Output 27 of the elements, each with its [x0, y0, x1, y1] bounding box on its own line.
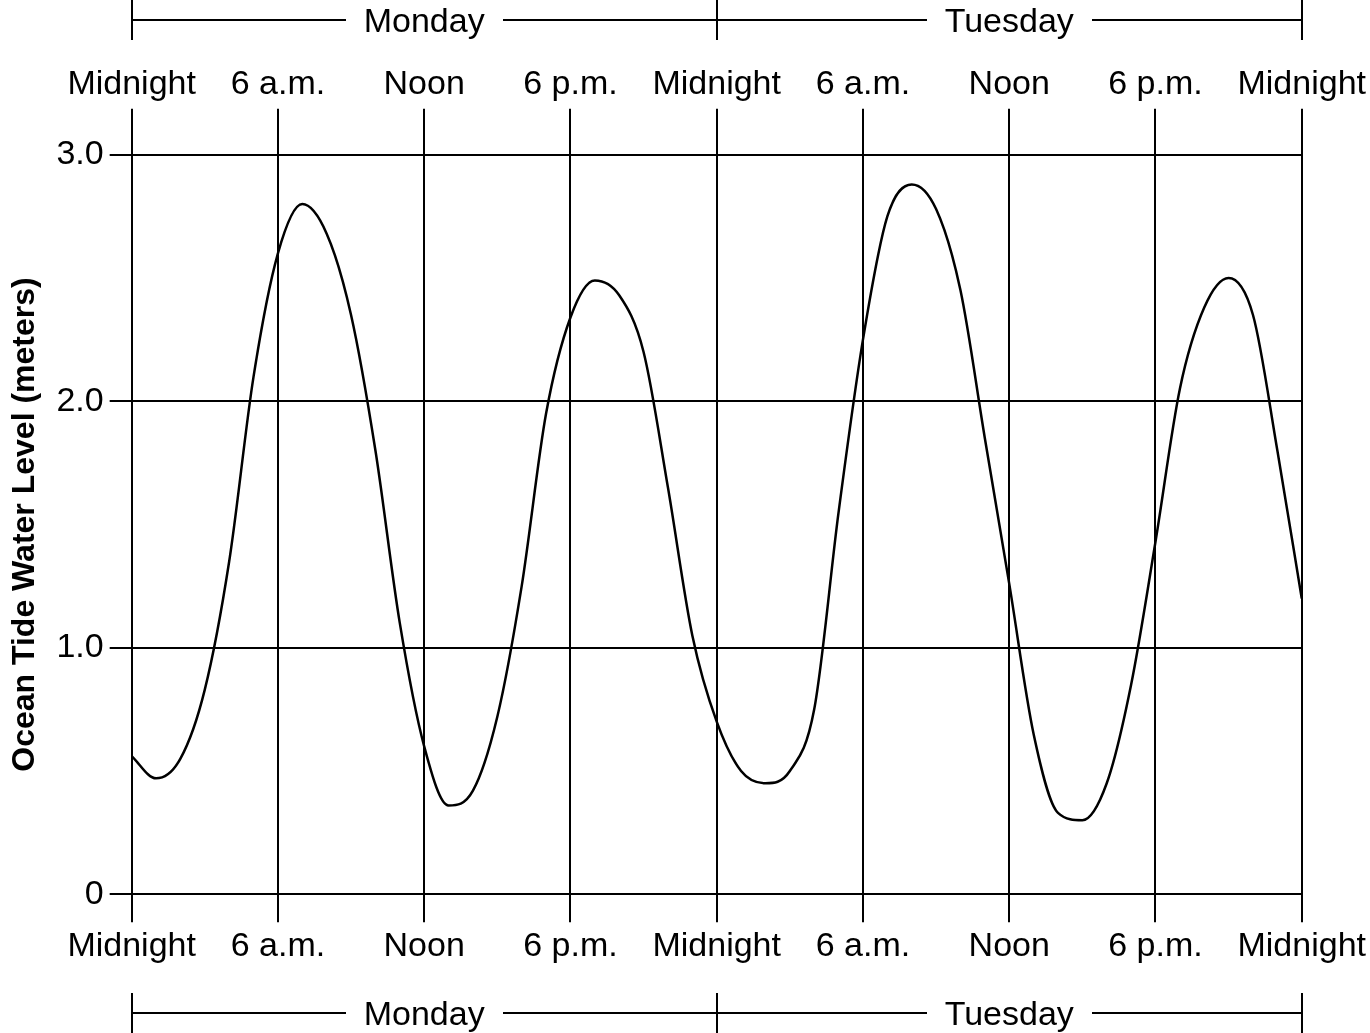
- category-label: Noon: [968, 62, 1050, 101]
- y-tick-label: 2.0: [56, 379, 104, 418]
- span-bracket: Tuesday: [715, 993, 1303, 1033]
- x-tick-label: Noon: [968, 924, 1050, 963]
- x-tick-label: 6 p.m.: [1108, 924, 1203, 963]
- category-label: Midnight: [652, 62, 781, 101]
- y-tick-label: 0: [84, 872, 104, 911]
- y-tick-label: 1.0: [56, 626, 104, 665]
- span-bracket: Monday: [130, 0, 718, 40]
- x-tick-label: Midnight: [652, 924, 782, 963]
- x-tick-label: 6 a.m.: [230, 924, 326, 963]
- x-tick-label: Midnight: [67, 924, 197, 963]
- x-tick-label: Noon: [383, 924, 465, 963]
- span-bracket: Tuesday: [715, 0, 1303, 40]
- y-axis-title: Ocean Tide Water Level (meters): [5, 277, 42, 772]
- x-tick-label: Midnight: [1237, 924, 1367, 963]
- category-label: Midnight: [67, 62, 196, 101]
- category-label: 6 a.m.: [230, 62, 326, 101]
- y-tick-label: 3.0: [56, 133, 104, 172]
- category-label: Midnight: [1237, 62, 1366, 101]
- span-bracket: Monday: [130, 993, 718, 1033]
- x-tick-label: 6 p.m.: [523, 924, 618, 963]
- category-label: Noon: [383, 62, 465, 101]
- category-label: 6 a.m.: [815, 62, 911, 101]
- x-tick-label: 6 a.m.: [815, 924, 911, 963]
- category-label: 6 p.m.: [523, 62, 618, 101]
- category-label: 6 p.m.: [1108, 62, 1203, 101]
